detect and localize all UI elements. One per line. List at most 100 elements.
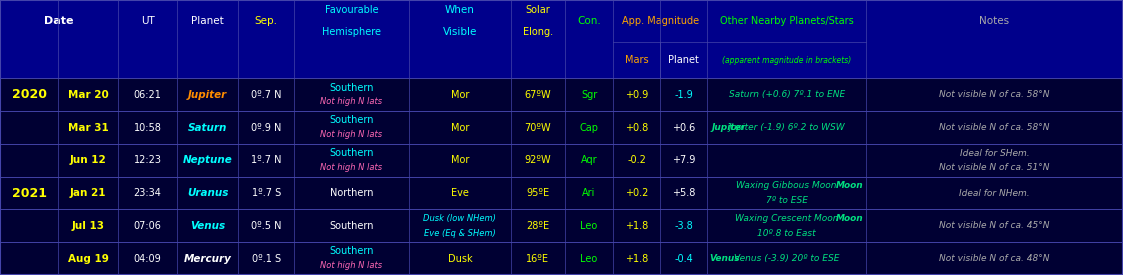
Text: Mar 31: Mar 31 [67,123,109,133]
Text: Mars: Mars [624,55,649,65]
Text: Ideal for NHem.: Ideal for NHem. [959,189,1030,197]
Text: Other Nearby Planets/Stars: Other Nearby Planets/Stars [720,16,853,26]
Text: +1.8: +1.8 [626,254,648,264]
Text: App. Magnitude: App. Magnitude [622,16,699,26]
Text: Con.: Con. [577,16,601,26]
Bar [0,111,1123,144]
Text: Not visible N of ca. 48°N: Not visible N of ca. 48°N [939,254,1050,263]
Text: Solar: Solar [526,5,550,15]
Text: Jan 21: Jan 21 [70,188,107,198]
Text: 07:06: 07:06 [134,221,162,231]
Text: Venus: Venus [190,221,226,231]
Text: Planet: Planet [668,55,700,65]
Bar [0,0,1123,78]
Text: -0.4: -0.4 [675,254,693,264]
Text: Waxing Gibbous Moon: Waxing Gibbous Moon [737,182,837,190]
Text: Jupiter (-1.9) 6º.2 to WSW: Jupiter (-1.9) 6º.2 to WSW [729,123,844,132]
Text: Moon: Moon [836,182,862,190]
Text: UT: UT [140,16,155,26]
Text: Sep.: Sep. [255,16,277,26]
Text: (apparent magnitude in brackets): (apparent magnitude in brackets) [722,56,851,65]
Text: Mar 20: Mar 20 [67,90,109,100]
Text: Moon: Moon [837,214,864,223]
Text: Eve (Eq & SHem): Eve (Eq & SHem) [424,229,495,238]
Text: Uranus: Uranus [188,188,228,198]
Text: 12:23: 12:23 [134,155,162,165]
Text: 10º.8 to East: 10º.8 to East [757,229,816,238]
Text: Southern: Southern [329,246,374,256]
Bar [0,177,1123,210]
Text: Ari: Ari [583,188,595,198]
Text: Favourable: Favourable [325,5,378,15]
Text: 0º.5 N: 0º.5 N [250,221,282,231]
Text: Not high N lats: Not high N lats [320,130,383,139]
Text: Not visible N of ca. 45°N: Not visible N of ca. 45°N [939,221,1050,230]
Bar [0,242,1123,275]
Text: Eve: Eve [451,188,468,198]
Text: 06:21: 06:21 [134,90,162,100]
Text: Mor: Mor [450,155,469,165]
Text: +0.8: +0.8 [626,123,648,133]
Bar [0,210,1123,242]
Text: 0º.7 N: 0º.7 N [250,90,282,100]
Text: Saturn: Saturn [188,123,228,133]
Text: Notes: Notes [979,16,1010,26]
Text: 2020: 2020 [11,88,47,101]
Text: Jupiter: Jupiter [189,90,227,100]
Text: 28ºE: 28ºE [527,221,549,231]
Text: +1.8: +1.8 [626,221,648,231]
Text: Northern: Northern [330,188,373,198]
Text: Waxing Crescent Moon: Waxing Crescent Moon [734,214,839,223]
Text: When: When [445,5,475,15]
Text: Dusk: Dusk [448,254,472,264]
Text: 70ºW: 70ºW [524,123,551,133]
Text: Mercury: Mercury [184,254,231,264]
Text: 23:34: 23:34 [134,188,162,198]
Text: Southern: Southern [329,148,374,158]
Text: Leo: Leo [581,254,597,264]
Text: Jul 13: Jul 13 [72,221,104,231]
Text: 7º to ESE: 7º to ESE [766,196,807,205]
Text: +0.6: +0.6 [673,123,695,133]
Text: Not high N lats: Not high N lats [320,261,383,270]
Text: Neptune: Neptune [183,155,232,165]
Text: Southern: Southern [329,115,374,125]
Text: 16ºE: 16ºE [527,254,549,264]
Text: Not high N lats: Not high N lats [320,97,383,106]
Text: +7.9: +7.9 [673,155,695,165]
Text: -3.8: -3.8 [675,221,693,231]
Text: Southern: Southern [329,82,374,93]
Text: 0º.9 N: 0º.9 N [250,123,282,133]
Text: Southern: Southern [329,221,374,231]
Text: Not visible N of ca. 58°N: Not visible N of ca. 58°N [939,123,1050,132]
Text: -1.9: -1.9 [675,90,693,100]
Text: 04:09: 04:09 [134,254,162,264]
Text: Venus: Venus [710,254,740,263]
Bar [0,78,1123,111]
Text: 10:58: 10:58 [134,123,162,133]
Text: +5.8: +5.8 [673,188,695,198]
Text: Cap: Cap [579,123,599,133]
Text: 1º.7 N: 1º.7 N [250,155,282,165]
Text: 1º.7 S: 1º.7 S [252,188,281,198]
Text: Not visible N of ca. 58°N: Not visible N of ca. 58°N [939,90,1050,99]
Bar [0,144,1123,177]
Text: Dusk (low NHem): Dusk (low NHem) [423,214,496,223]
Text: 95ºE: 95ºE [527,188,549,198]
Text: -0.2: -0.2 [628,155,646,165]
Text: Saturn (+0.6) 7º.1 to ENE: Saturn (+0.6) 7º.1 to ENE [729,90,844,99]
Text: Mor: Mor [450,123,469,133]
Text: Visible: Visible [442,27,477,37]
Text: Elong.: Elong. [523,27,553,37]
Text: Jupiter: Jupiter [712,123,746,132]
Text: Not high N lats: Not high N lats [320,163,383,172]
Text: 2021: 2021 [11,186,47,200]
Text: Hemisphere: Hemisphere [322,27,381,37]
Text: Not visible N of ca. 51°N: Not visible N of ca. 51°N [939,163,1050,172]
Text: Venus (-3.9) 20º to ESE: Venus (-3.9) 20º to ESE [734,254,839,263]
Text: +0.9: +0.9 [626,90,648,100]
Text: Jun 12: Jun 12 [70,155,107,165]
Text: Planet: Planet [191,16,225,26]
Text: Date: Date [44,16,74,26]
Text: Ideal for SHem.: Ideal for SHem. [960,148,1029,158]
